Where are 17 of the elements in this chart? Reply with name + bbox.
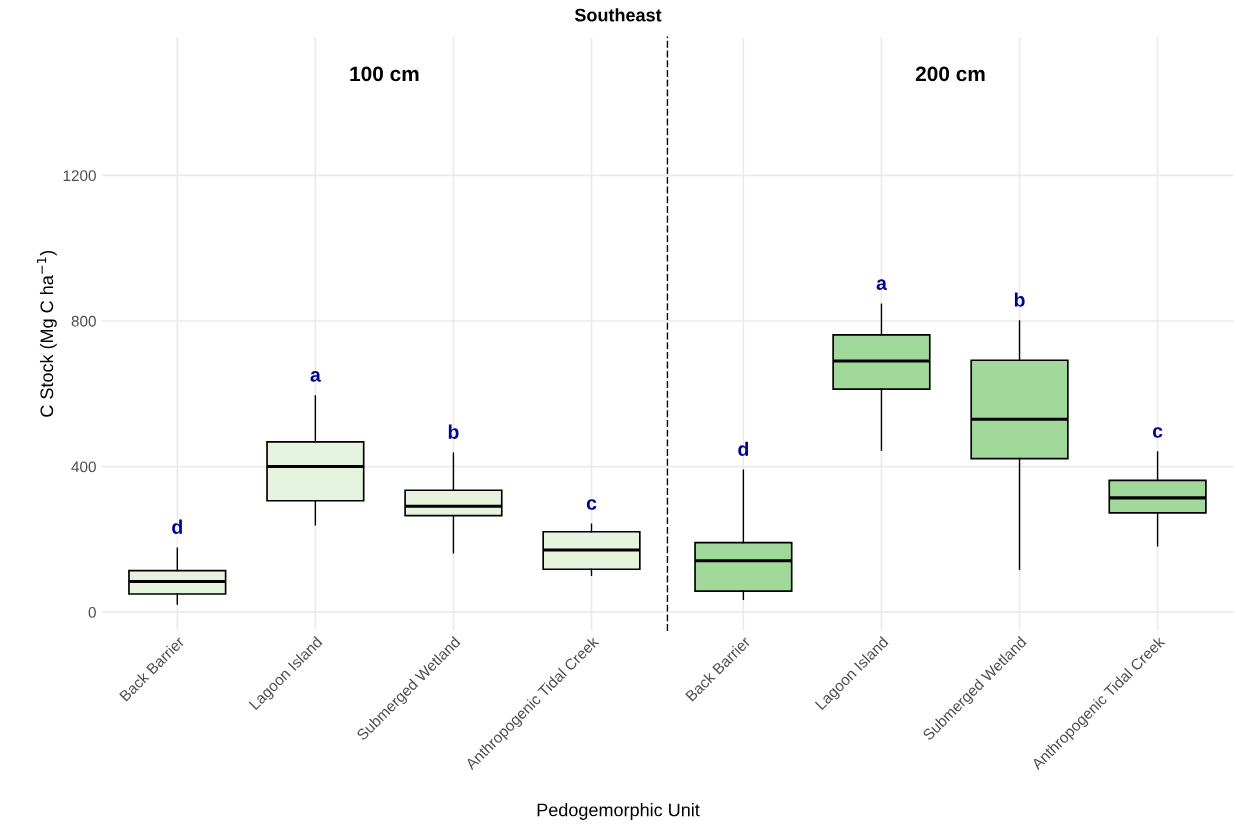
chart-title: Southeast: [574, 8, 662, 22]
y-axis-title: C Stock (Mg C ha$^{−1}$): [36, 251, 57, 417]
text: 200 cm: [915, 66, 985, 82]
x-axis-title: Pedogemorphic Unit: [537, 803, 700, 820]
annotation: c: [1152, 427, 1163, 438]
text: 100 cm: [350, 66, 419, 82]
y-tick-label: 800: [71, 315, 96, 327]
annotation: c: [586, 499, 597, 510]
annotation: b: [1014, 292, 1025, 307]
annotation: b: [448, 424, 459, 439]
annotation: d: [738, 441, 749, 456]
y-tick-label: 0: [88, 607, 96, 618]
y-tick-label: 1200: [63, 170, 96, 182]
annotation: a: [310, 371, 321, 382]
y-tick-label: 400: [71, 461, 96, 473]
annotation: a: [876, 279, 887, 291]
annotation: d: [172, 519, 182, 534]
